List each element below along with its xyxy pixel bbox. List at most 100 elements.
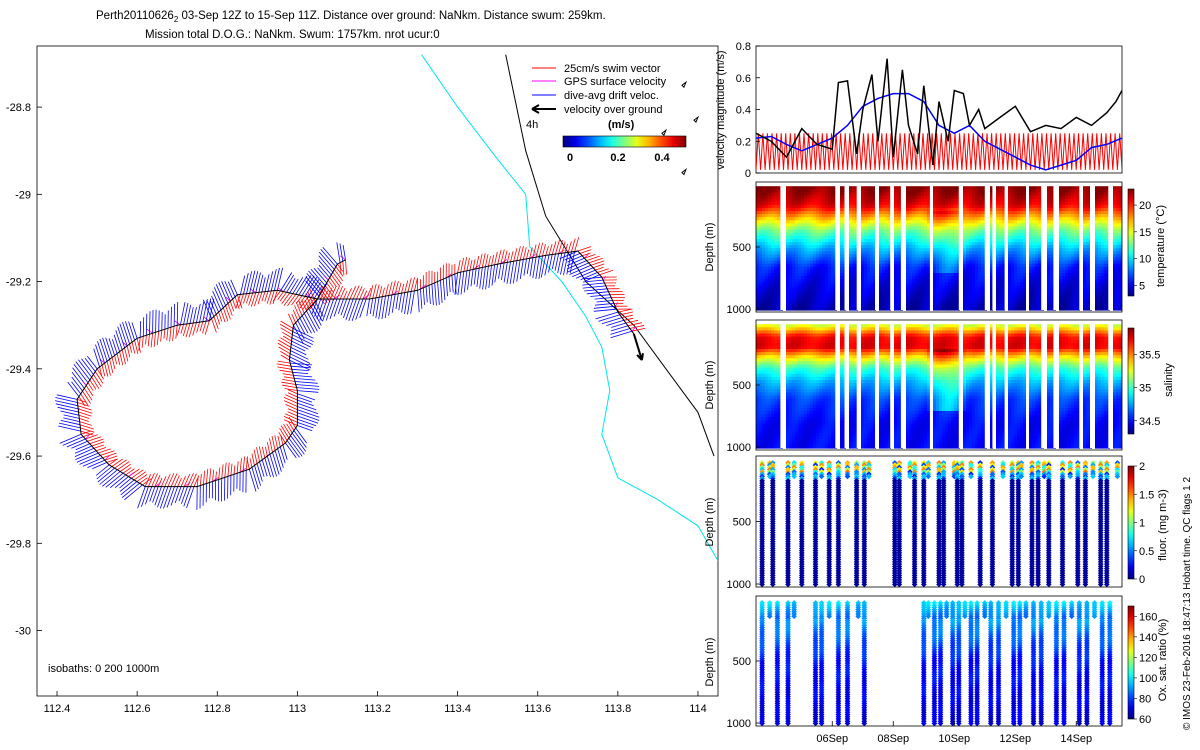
section-point — [828, 204, 831, 209]
section-point — [825, 282, 828, 286]
section-point — [999, 307, 1002, 311]
section-point — [975, 232, 978, 237]
section-point — [879, 232, 882, 237]
swim-vector — [85, 434, 98, 440]
drift-vector — [325, 298, 335, 321]
drift-vector — [154, 486, 162, 506]
section-point — [1059, 266, 1062, 271]
section-point — [768, 207, 771, 212]
section-point — [885, 229, 888, 234]
section-point — [1002, 307, 1005, 311]
section-point — [792, 211, 795, 215]
section-point — [918, 226, 921, 230]
swim-vector — [460, 257, 464, 273]
swim-vector — [156, 331, 160, 345]
section-point — [774, 242, 777, 246]
section-point — [888, 211, 891, 215]
section-point — [804, 254, 807, 258]
section-point — [819, 285, 822, 289]
section-point — [924, 211, 927, 215]
section-point — [861, 238, 864, 243]
section-point — [1047, 245, 1050, 249]
section-point — [840, 186, 843, 190]
section-point — [975, 229, 978, 234]
section-point — [939, 254, 942, 258]
section-point — [1023, 195, 1026, 199]
section-point — [978, 307, 981, 311]
section-point — [957, 282, 960, 286]
section-point — [885, 307, 888, 311]
section-point — [981, 266, 984, 271]
section-point — [795, 245, 798, 249]
section-point — [870, 307, 873, 311]
section-point — [927, 297, 930, 302]
section-point — [1101, 192, 1104, 196]
drift-vector — [388, 294, 393, 316]
section-point — [831, 189, 834, 193]
section-point — [807, 195, 810, 199]
swim-vector — [242, 456, 245, 472]
section-point — [1113, 260, 1116, 265]
section-point — [816, 229, 819, 234]
section-point — [990, 207, 993, 212]
section-point — [939, 304, 942, 308]
section-point — [939, 242, 942, 246]
section-point — [1011, 251, 1014, 255]
section-point — [804, 214, 807, 218]
section-point — [1020, 186, 1023, 190]
swim-vector — [284, 419, 298, 426]
section-point — [1068, 220, 1071, 224]
section-point — [927, 288, 930, 292]
section-point — [1071, 291, 1074, 296]
section-point — [798, 204, 801, 209]
section-point — [1098, 254, 1101, 258]
section-point — [1104, 198, 1107, 203]
drift-vector — [152, 486, 159, 503]
section-point — [1116, 276, 1119, 280]
section-point — [759, 288, 762, 292]
section-point — [777, 263, 780, 268]
section-point — [879, 229, 882, 234]
section-point — [975, 220, 978, 224]
section-point — [912, 220, 915, 224]
section-point — [1011, 279, 1014, 283]
section-point — [1116, 211, 1119, 215]
drift-vector — [75, 450, 97, 460]
swim-vector — [561, 241, 566, 254]
section-point — [852, 282, 855, 286]
section-point — [981, 223, 984, 227]
section-point — [816, 248, 819, 252]
section-point — [1095, 288, 1098, 292]
section-point — [831, 186, 834, 190]
section-point — [1071, 238, 1074, 243]
section-point — [855, 288, 858, 292]
section-point — [870, 226, 873, 230]
section-point — [774, 238, 777, 243]
section-point — [759, 217, 762, 221]
section-point — [771, 248, 774, 252]
section-point — [915, 269, 918, 274]
section-point — [1071, 248, 1074, 252]
section-point — [1065, 300, 1068, 305]
section-point — [771, 192, 774, 196]
section-point — [978, 297, 981, 302]
section-point — [1020, 192, 1023, 196]
section-point — [795, 198, 798, 203]
section-point — [996, 226, 999, 230]
section-point — [939, 294, 942, 299]
section-point — [966, 304, 969, 308]
section-point — [1095, 207, 1098, 212]
drift-vector — [102, 471, 121, 487]
section-point — [966, 254, 969, 258]
drift-vector — [189, 307, 194, 324]
section-point — [768, 257, 771, 261]
section-point — [759, 229, 762, 234]
section-point — [765, 217, 768, 221]
section-point — [885, 304, 888, 308]
section-point — [855, 195, 858, 199]
gps-vector — [128, 472, 134, 477]
section-point — [948, 232, 951, 237]
section-point — [951, 232, 954, 237]
section-point — [771, 300, 774, 305]
drift-vector — [269, 454, 277, 477]
